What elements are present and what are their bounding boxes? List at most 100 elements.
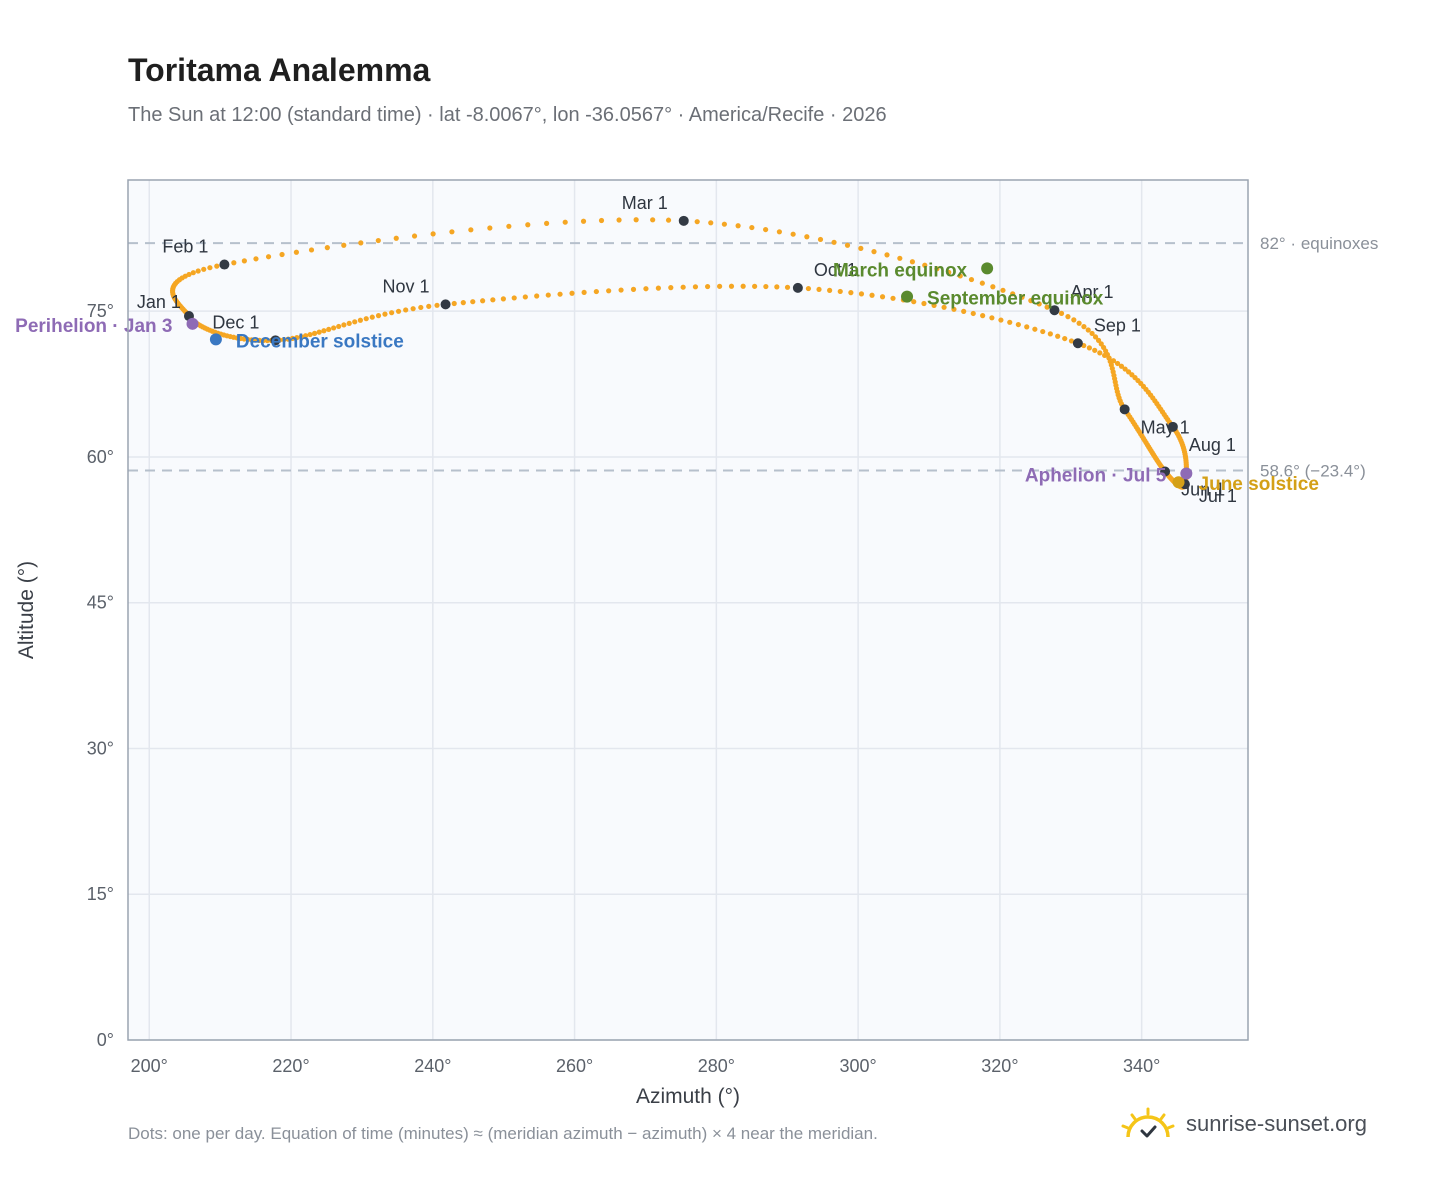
day-point bbox=[717, 283, 723, 289]
day-point bbox=[858, 291, 865, 297]
day-point bbox=[763, 283, 769, 290]
day-point bbox=[451, 300, 457, 307]
day-point bbox=[1036, 301, 1042, 307]
month-label: Jun 1 bbox=[1181, 480, 1225, 500]
day-point bbox=[352, 319, 358, 325]
footnote: Dots: one per day. Equation of time (min… bbox=[128, 1124, 878, 1143]
day-point bbox=[784, 284, 791, 290]
day-point bbox=[871, 249, 877, 255]
month-marker bbox=[1160, 466, 1171, 477]
x-tick-label: 300° bbox=[840, 1056, 877, 1076]
day-point bbox=[692, 284, 699, 290]
x-tick-label: 340° bbox=[1123, 1056, 1160, 1076]
event-markers: March equinox September equinox December s… bbox=[15, 260, 1319, 495]
day-point bbox=[326, 326, 332, 332]
month-label: Oct 1 bbox=[814, 260, 857, 280]
day-point bbox=[241, 258, 247, 264]
day-point bbox=[931, 302, 937, 308]
plot-border bbox=[127, 179, 1249, 1041]
day-point bbox=[816, 286, 822, 293]
day-point bbox=[1000, 287, 1006, 293]
day-point bbox=[256, 337, 262, 343]
axis-ticks: 200° 220° 240° 260° 280° 300° 320° 340° 0° 15° 30°… bbox=[87, 301, 1161, 1076]
day-point bbox=[403, 307, 409, 313]
day-point bbox=[375, 313, 382, 319]
day-point bbox=[1106, 355, 1112, 361]
event-marker bbox=[209, 333, 222, 346]
day-point bbox=[827, 287, 833, 293]
day-point bbox=[817, 236, 824, 243]
day-point bbox=[941, 304, 947, 310]
day-point bbox=[490, 297, 496, 303]
day-point bbox=[858, 245, 864, 251]
day-point bbox=[252, 337, 259, 343]
day-point bbox=[630, 286, 637, 292]
day-point bbox=[511, 295, 517, 301]
day-point bbox=[294, 335, 300, 341]
day-point bbox=[460, 300, 466, 306]
day-point bbox=[831, 239, 837, 245]
month-label: Jul 1 bbox=[1199, 486, 1237, 506]
day-point bbox=[321, 328, 327, 334]
day-point bbox=[186, 271, 192, 278]
day-point bbox=[680, 284, 686, 290]
month-label: Apr 1 bbox=[1070, 282, 1113, 302]
brand[interactable]: sunrise-sunset.org bbox=[1120, 1104, 1367, 1144]
day-point bbox=[837, 288, 843, 295]
month-label: Mar 1 bbox=[622, 193, 668, 213]
day-point bbox=[704, 283, 711, 290]
chart-subtitle: The Sun at 12:00 (standard time) · lat -… bbox=[128, 104, 887, 126]
day-point bbox=[389, 310, 395, 316]
month-label: Sep 1 bbox=[1094, 315, 1141, 335]
day-point bbox=[790, 231, 796, 237]
day-point bbox=[207, 265, 213, 271]
day-point bbox=[740, 283, 746, 289]
day-point bbox=[990, 284, 996, 290]
day-point bbox=[869, 292, 875, 298]
day-point bbox=[844, 242, 851, 248]
x-axis-label: Azimuth (°) bbox=[636, 1085, 740, 1108]
day-point bbox=[569, 290, 575, 296]
month-marker bbox=[1072, 338, 1083, 349]
x-tick-label: 200° bbox=[131, 1056, 168, 1076]
day-point bbox=[468, 227, 474, 233]
day-point bbox=[434, 302, 440, 308]
month-marker bbox=[1119, 404, 1130, 415]
day-point bbox=[1097, 350, 1103, 356]
month-label: Dec 1 bbox=[212, 312, 259, 332]
day-point bbox=[774, 284, 780, 290]
day-point bbox=[752, 283, 758, 289]
day-point bbox=[303, 333, 309, 339]
day-point bbox=[336, 323, 342, 330]
day-point bbox=[946, 269, 952, 275]
day-point bbox=[776, 229, 782, 235]
y-tick-label: 30° bbox=[87, 738, 114, 758]
brand-text: sunrise-sunset.org bbox=[1186, 1111, 1367, 1136]
day-point bbox=[1055, 333, 1061, 339]
month-marker bbox=[440, 299, 451, 310]
event-label: March equinox bbox=[833, 260, 968, 281]
day-point bbox=[884, 252, 890, 258]
day-point bbox=[357, 317, 363, 323]
x-tick-label: 220° bbox=[272, 1056, 309, 1076]
day-point bbox=[201, 266, 207, 272]
day-point bbox=[1092, 347, 1098, 353]
day-point bbox=[430, 231, 436, 237]
event-marker bbox=[1180, 467, 1193, 480]
month-marker bbox=[1167, 421, 1178, 432]
day-point bbox=[1071, 317, 1077, 323]
day-point bbox=[480, 298, 486, 304]
x-tick-label: 320° bbox=[981, 1056, 1018, 1076]
day-point bbox=[749, 224, 755, 231]
day-point bbox=[897, 255, 903, 261]
day-point bbox=[293, 249, 299, 255]
reference-line-label: 82° · equinoxes bbox=[1260, 234, 1378, 253]
day-point bbox=[970, 310, 976, 317]
day-point bbox=[1110, 358, 1117, 364]
month-marker bbox=[678, 215, 689, 226]
day-point bbox=[1092, 334, 1099, 340]
day-point bbox=[214, 263, 220, 269]
day-point bbox=[1044, 304, 1050, 310]
day-point bbox=[805, 285, 812, 292]
day-point bbox=[1085, 327, 1091, 333]
